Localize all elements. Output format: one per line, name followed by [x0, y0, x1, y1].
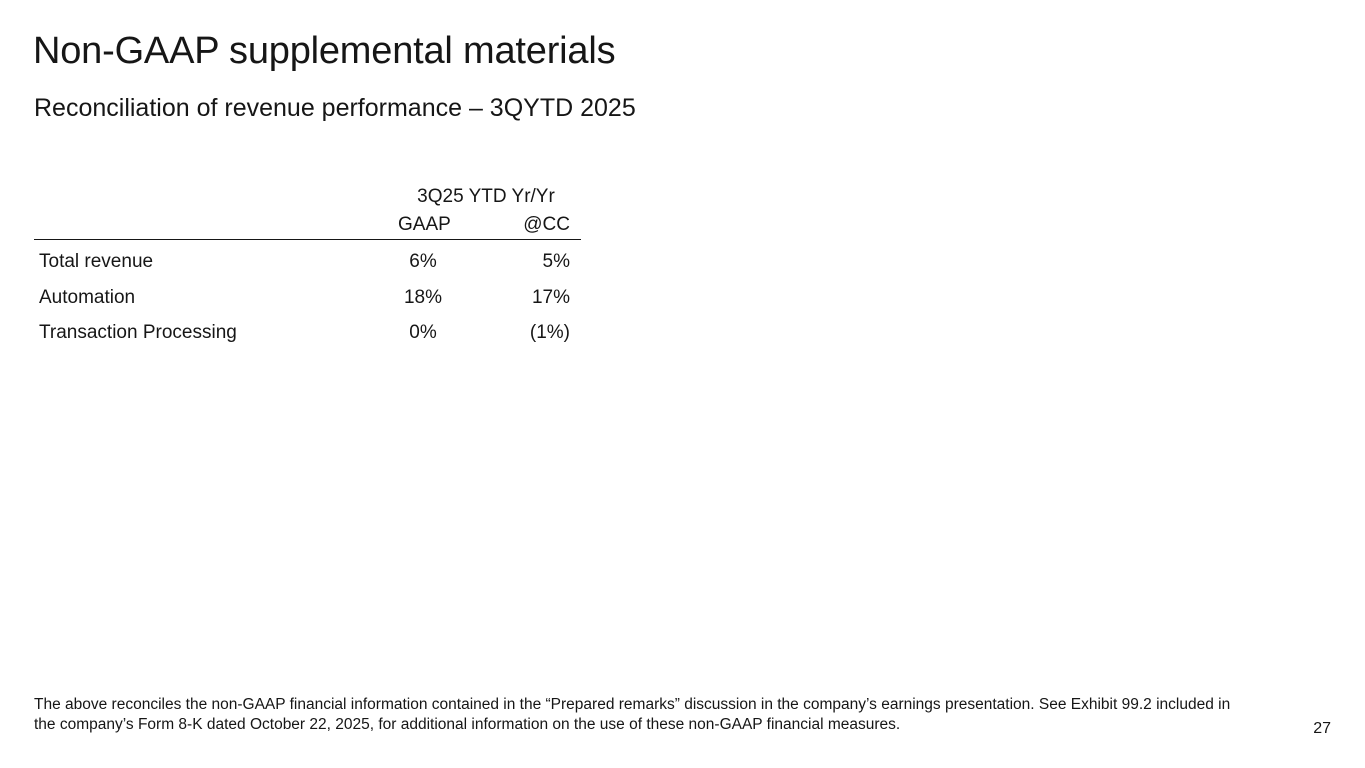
- cc-value: 5%: [542, 251, 570, 272]
- footnote: The above reconciles the non-GAAP financ…: [34, 696, 1231, 733]
- row-label: Automation: [39, 287, 136, 308]
- page-title: Non-GAAP supplemental materials: [33, 30, 616, 72]
- page-subtitle: Reconciliation of revenue performance – …: [34, 94, 636, 122]
- table-row: Total revenue 6% 5%: [34, 247, 581, 277]
- gaap-value: 6%: [409, 251, 437, 272]
- cc-value: (1%): [529, 322, 570, 343]
- table-group-header: 3Q25 YTD Yr/Yr: [417, 186, 555, 207]
- page-number: 27: [1313, 720, 1331, 737]
- column-header-cc: @CC: [523, 214, 570, 235]
- gaap-value: 0%: [409, 322, 437, 343]
- table-row: Transaction Processing 0% (1%): [34, 318, 581, 348]
- row-label: Transaction Processing: [39, 322, 237, 343]
- header-divider: [34, 239, 581, 240]
- table-row: Automation 18% 17%: [34, 283, 581, 313]
- gaap-value: 18%: [403, 287, 443, 308]
- column-header-gaap: GAAP: [398, 214, 451, 235]
- cc-value: 17%: [531, 287, 570, 308]
- row-label: Total revenue: [39, 251, 154, 272]
